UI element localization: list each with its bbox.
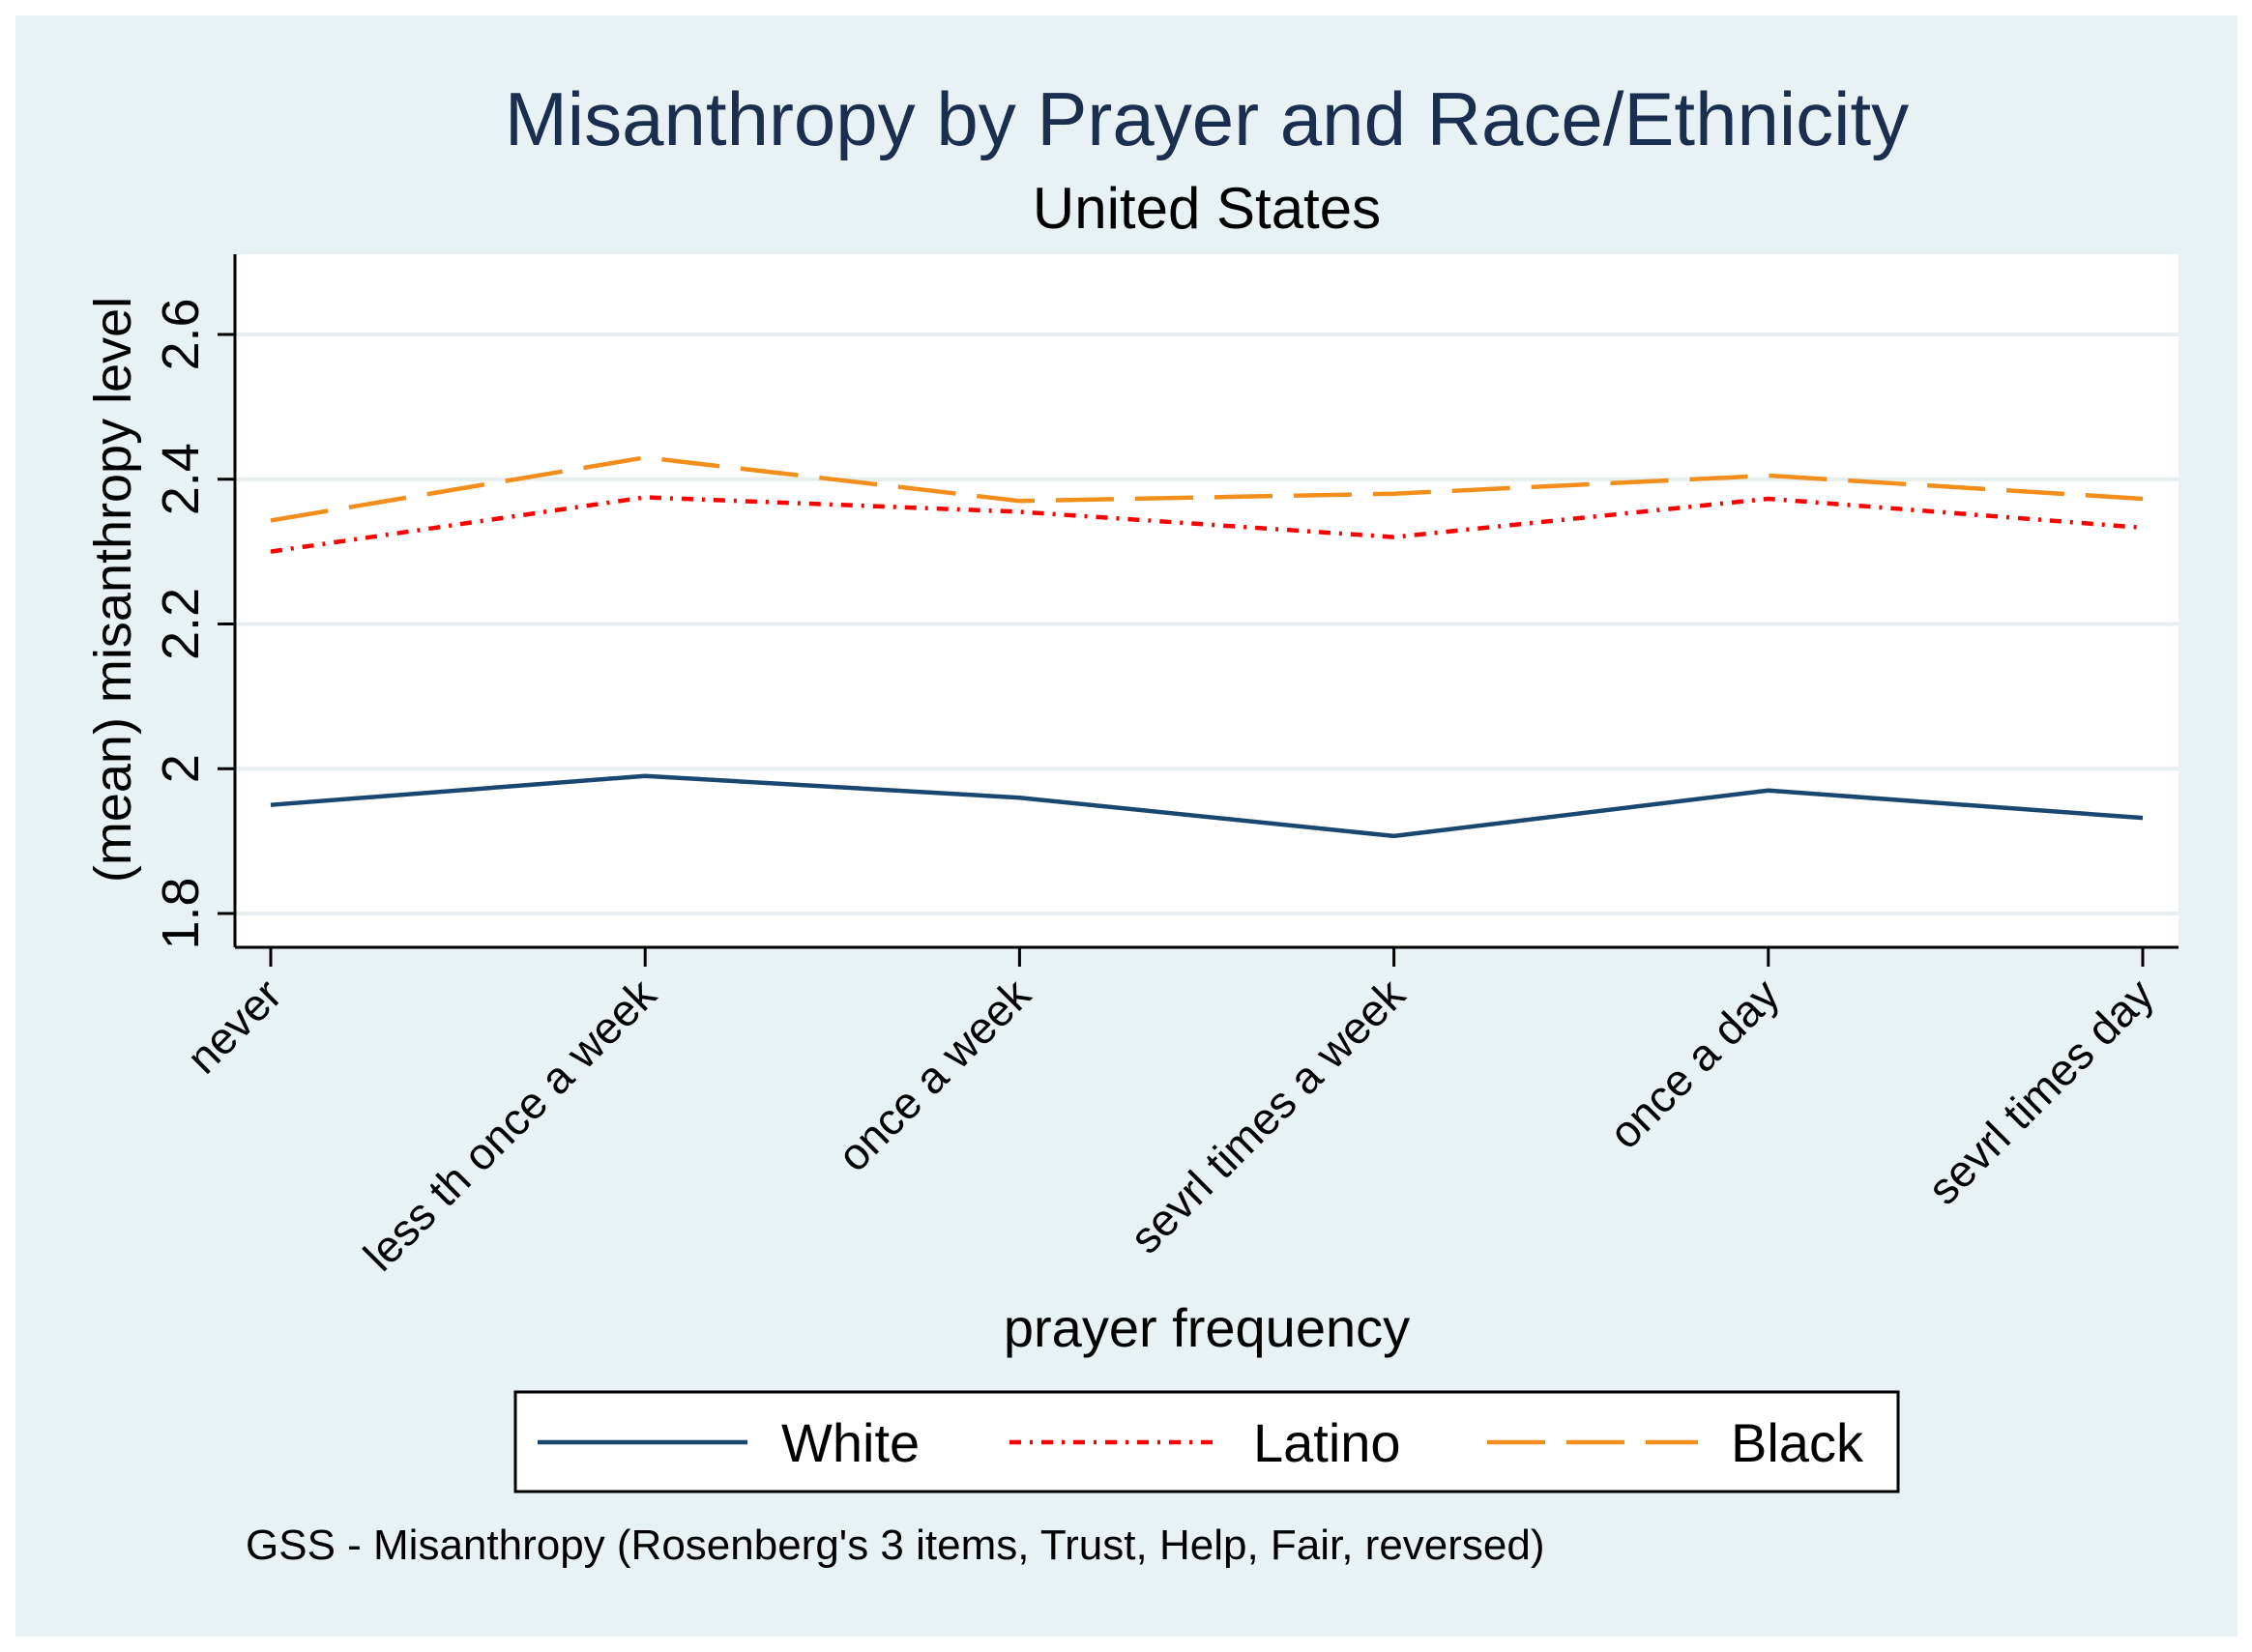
series-line-white	[270, 773, 2144, 839]
legend-label-white: White	[781, 1412, 920, 1473]
chart-note: GSS - Misanthropy (Rosenberg's 3 items, …	[246, 1522, 1545, 1569]
y-tick-label: 2.4	[152, 443, 210, 515]
plot-area	[235, 254, 2179, 947]
y-axis-label: (mean) misanthropy level	[84, 297, 142, 883]
chart-subtitle: United States	[1033, 176, 1381, 241]
y-tick-label: 2.6	[152, 298, 210, 370]
y-tick-label: 2	[152, 754, 210, 783]
series-lines	[270, 455, 2144, 839]
y-tick-label: 1.8	[152, 877, 210, 949]
legend: White Latino Black	[513, 1390, 1900, 1493]
legend-label-black: Black	[1731, 1412, 1864, 1473]
y-tick-label: 2.2	[152, 588, 210, 660]
x-axis-label: prayer frequency	[1004, 1297, 1410, 1358]
y-axis: 1.8 2 2.2 2.4 2.6	[152, 254, 237, 950]
grid-lines	[235, 333, 2179, 915]
series-line-latino	[270, 495, 2144, 554]
chart-title: Misanthropy by Prayer and Race/Ethnicity	[505, 76, 1909, 161]
legend-label-latino: Latino	[1253, 1412, 1401, 1473]
